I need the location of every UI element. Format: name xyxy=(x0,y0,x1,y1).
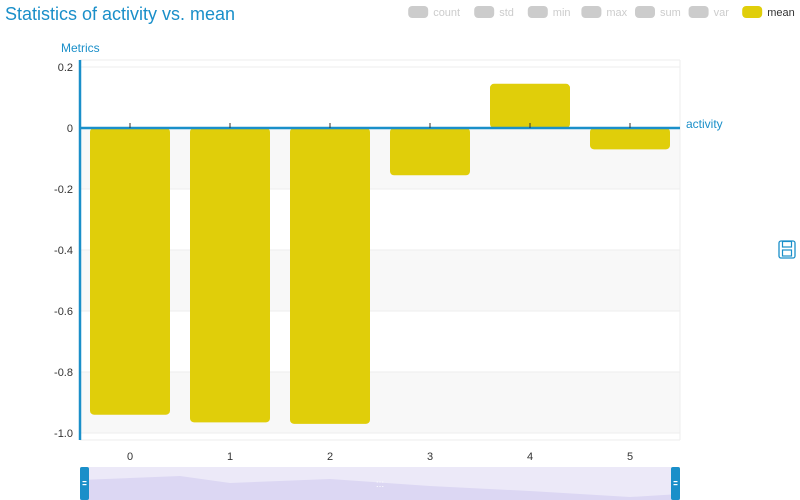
legend-label: count xyxy=(433,7,460,19)
legend-label: std xyxy=(499,7,514,19)
legend-label: var xyxy=(714,7,730,19)
legend-label: min xyxy=(553,7,571,19)
y-tick-label: -0.4 xyxy=(54,245,73,257)
legend-swatch xyxy=(474,6,494,18)
legend-swatch xyxy=(635,6,655,18)
legend-item-std[interactable]: std xyxy=(474,6,514,19)
legend-item-mean[interactable]: mean xyxy=(742,6,795,19)
x-tick-label: 2 xyxy=(327,451,333,463)
y-axis-ticks: 0.2 0 -0.2 -0.4 -0.6 -0.8 -1.0 xyxy=(54,62,73,440)
legend-swatch xyxy=(581,6,601,18)
data-zoom-right-handle[interactable] xyxy=(671,467,680,500)
data-zoom-slider[interactable]: ::: xyxy=(80,467,680,500)
x-tick-label: 0 xyxy=(127,451,133,463)
y-tick-label: 0 xyxy=(67,123,73,135)
bar-1[interactable] xyxy=(190,128,270,422)
bar-0[interactable] xyxy=(90,128,170,415)
data-zoom-left-handle[interactable] xyxy=(80,467,89,500)
x-axis-ticks: 0 1 2 3 4 5 xyxy=(127,451,633,463)
legend-swatch xyxy=(689,6,709,18)
data-zoom-center-grip[interactable]: ::: xyxy=(376,479,384,490)
x-tick-label: 5 xyxy=(627,451,633,463)
legend: count std min max sum var mean xyxy=(408,6,795,19)
legend-item-max[interactable]: max xyxy=(581,6,627,19)
legend-label: mean xyxy=(767,7,795,19)
y-axis-label: Metrics xyxy=(61,41,100,55)
bar-4[interactable] xyxy=(490,84,570,128)
y-tick-label: -0.2 xyxy=(54,184,73,196)
legend-label: sum xyxy=(660,7,681,19)
x-tick-label: 1 xyxy=(227,451,233,463)
legend-item-sum[interactable]: sum xyxy=(635,6,681,19)
legend-swatch xyxy=(528,6,548,18)
bar-2[interactable] xyxy=(290,128,370,424)
y-tick-label: -1.0 xyxy=(54,428,73,440)
legend-swatch xyxy=(742,6,762,18)
legend-item-var[interactable]: var xyxy=(689,6,730,19)
x-axis-label: activity xyxy=(686,117,723,131)
y-tick-label: -0.8 xyxy=(54,367,73,379)
legend-swatch xyxy=(408,6,428,18)
x-tick-label: 3 xyxy=(427,451,433,463)
y-tick-label: 0.2 xyxy=(58,62,73,74)
bar-5[interactable] xyxy=(590,128,670,149)
legend-item-count[interactable]: count xyxy=(408,6,460,19)
x-tick-label: 4 xyxy=(527,451,533,463)
bar-3[interactable] xyxy=(390,128,470,175)
legend-item-min[interactable]: min xyxy=(528,6,571,19)
y-tick-label: -0.6 xyxy=(54,306,73,318)
legend-label: max xyxy=(606,7,627,19)
save-icon[interactable] xyxy=(779,241,795,258)
